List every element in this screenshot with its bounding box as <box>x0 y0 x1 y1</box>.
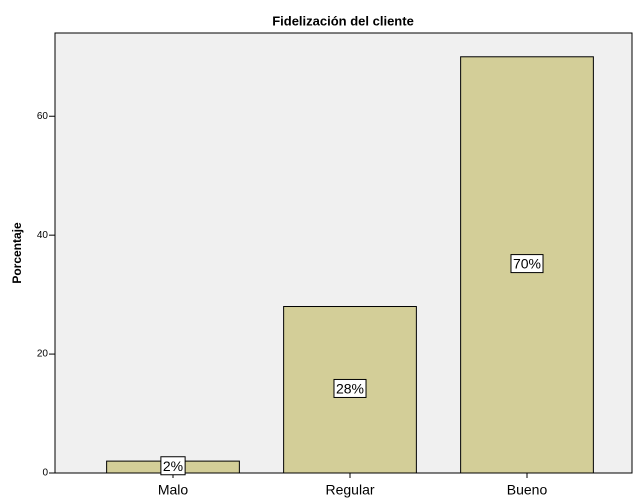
y-tick-label: 20 <box>37 349 49 360</box>
value-label: 70% <box>513 256 541 272</box>
value-label: 28% <box>336 380 364 396</box>
value-label-box <box>160 456 186 476</box>
x-tick-label: Bueno <box>507 482 548 498</box>
value-label: 2% <box>163 458 183 474</box>
y-tick-label: 40 <box>37 230 49 241</box>
y-axis-label: Porcentaje <box>10 222 24 284</box>
x-tick-label: Regular <box>325 482 374 498</box>
value-label-box <box>510 254 544 274</box>
y-tick-label: 60 <box>37 111 49 122</box>
x-tick-label: Malo <box>158 482 189 498</box>
y-tick-label: 0 <box>42 468 48 479</box>
value-label-box <box>333 378 367 398</box>
chart-title: Fidelización del cliente <box>272 13 414 28</box>
